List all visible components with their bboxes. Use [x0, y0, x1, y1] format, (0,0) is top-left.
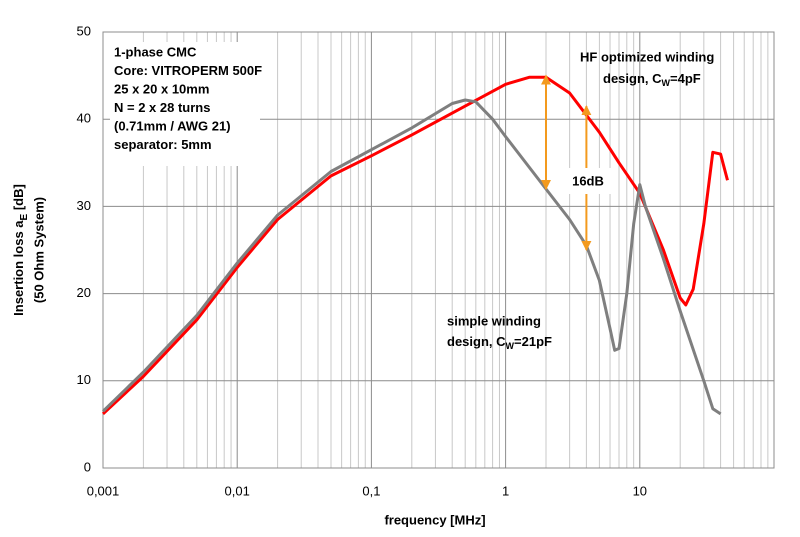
info-box — [110, 42, 260, 166]
y-tick-label: 30 — [77, 198, 91, 213]
y-tick-label: 50 — [77, 23, 91, 38]
x-tick-label: 0,1 — [362, 483, 380, 498]
label-part: [dB] — [11, 184, 26, 214]
label-part: =4pF — [670, 71, 701, 86]
series-label: design, CW=4pF — [603, 71, 701, 88]
annotation-bg — [560, 168, 616, 194]
y-axis-label: Insertion loss aE [dB] — [11, 184, 29, 316]
y-tick-label: 20 — [77, 285, 91, 300]
annotation-text: 16dB — [572, 173, 604, 188]
series-line — [101, 98, 722, 416]
info-line: Core: VITROPERM 500F — [114, 63, 262, 78]
info-line: separator: 5mm — [114, 137, 212, 152]
series-label: HF optimized winding — [580, 49, 714, 64]
x-tick-label: 10 — [633, 483, 647, 498]
y-tick-label: 0 — [84, 459, 91, 474]
series-label: simple winding — [447, 313, 541, 328]
info-line: 25 x 20 x 10mm — [114, 81, 209, 96]
label-subscript: E — [19, 213, 30, 220]
y-tick-label: 40 — [77, 111, 91, 126]
label-subscript: W — [506, 341, 515, 351]
label-part: design, C — [447, 334, 506, 349]
series-line — [101, 75, 729, 415]
y-tick-label: 10 — [77, 372, 91, 387]
info-line: N = 2 x 28 turns — [114, 100, 210, 115]
y-axis-label: (50 Ohm System) — [31, 197, 46, 303]
x-tick-label: 1 — [502, 483, 509, 498]
label-subscript: W — [662, 78, 671, 88]
label-part: =21pF — [514, 334, 552, 349]
plot-frame — [102, 31, 775, 469]
info-line: (0.71mm / AWG 21) — [114, 118, 231, 133]
info-line: 1-phase CMC — [114, 44, 197, 59]
x-tick-label: 0,01 — [225, 483, 250, 498]
x-tick-label: 0,001 — [87, 483, 120, 498]
label-part: design, C — [603, 71, 662, 86]
x-axis-label: frequency [MHz] — [384, 512, 485, 527]
label-part: Insertion loss a — [11, 220, 26, 316]
series-label: design, CW=21pF — [447, 334, 552, 351]
